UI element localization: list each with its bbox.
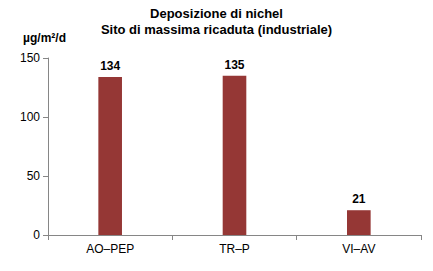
svg-text:21: 21 [352,192,366,206]
svg-text:Sito di massima ricaduta (indu: Sito di massima ricaduta (industriale) [101,22,332,37]
svg-text:0: 0 [33,228,40,242]
svg-text:100: 100 [20,110,40,124]
svg-text:TR–P: TR–P [219,242,250,256]
svg-text:134: 134 [100,59,120,73]
svg-text:135: 135 [224,58,244,72]
svg-text:150: 150 [20,51,40,65]
svg-text:µg/m²/d: µg/m²/d [23,31,66,45]
svg-text:50: 50 [27,169,41,183]
svg-text:AO–PEP: AO–PEP [86,242,134,256]
svg-text:VI–AV: VI–AV [342,242,375,256]
svg-text:Deposizione di nichel: Deposizione di nichel [150,6,283,21]
